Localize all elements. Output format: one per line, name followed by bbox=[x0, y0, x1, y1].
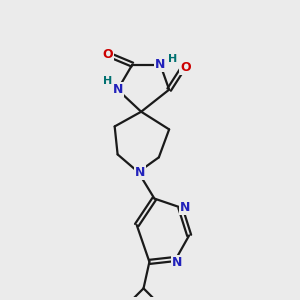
Text: N: N bbox=[155, 58, 166, 71]
Text: O: O bbox=[102, 48, 113, 61]
Text: H: H bbox=[168, 54, 177, 64]
Text: H: H bbox=[103, 76, 112, 86]
Text: N: N bbox=[180, 201, 190, 214]
Text: N: N bbox=[112, 83, 123, 96]
Text: N: N bbox=[172, 256, 183, 269]
Text: N: N bbox=[134, 166, 145, 178]
Text: O: O bbox=[180, 61, 190, 74]
